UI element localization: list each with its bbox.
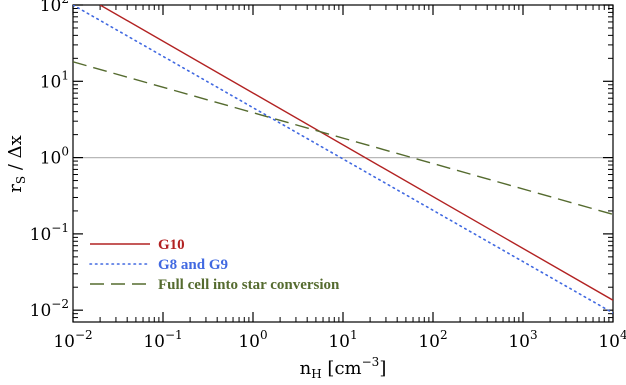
x-tick-label-exp: 3 xyxy=(530,328,538,342)
series-layer xyxy=(73,5,613,314)
x-tick-label-base: 10 xyxy=(53,332,75,352)
y-tick-label-base: 10 xyxy=(40,72,62,92)
x-tick-label-exp: −2 xyxy=(75,328,93,342)
y-tick-label-base: 10 xyxy=(40,0,62,16)
x-tick-label: 100 xyxy=(238,328,267,352)
y-tick-label-exp: −1 xyxy=(51,221,69,235)
x-tick-label-base: 10 xyxy=(418,332,440,352)
y-tick-label-base: 10 xyxy=(30,301,52,321)
x-tick-label: 10−2 xyxy=(53,328,92,352)
x-tick-label-exp: 0 xyxy=(260,328,268,342)
y-tick-label-exp: 0 xyxy=(61,145,69,159)
x-tick-label-base: 10 xyxy=(508,332,530,352)
x-axis-label-base: n xyxy=(300,358,312,379)
x-tick-label: 102 xyxy=(418,328,447,352)
legend: G10 G8 and G9 Full cell into star conversi… xyxy=(89,237,340,293)
y-tick-label: 102 xyxy=(40,0,69,16)
legend-label-1: G10 xyxy=(158,237,185,253)
x-tick-label-base: 10 xyxy=(238,332,260,352)
series-line-1 xyxy=(99,5,613,301)
series-line-3 xyxy=(73,61,613,216)
x-tick-label-exp: −1 xyxy=(165,328,183,342)
x-axis-label: nH [cm−3] xyxy=(300,355,387,381)
y-tick-label-exp: 1 xyxy=(61,68,69,82)
x-tick-label: 10−1 xyxy=(143,328,182,352)
x-axis-label-sub: H xyxy=(311,367,321,381)
y-tick-label: 10−1 xyxy=(30,221,69,245)
series-line-2 xyxy=(73,5,613,314)
x-tick-label: 101 xyxy=(328,328,357,352)
x-tick-labels: 10−2 10−1 100 101 102 103 104 xyxy=(53,328,626,352)
y-axis-label-rest: / Δx xyxy=(5,135,26,176)
y-axis-label-sub: S xyxy=(14,176,28,184)
x-tick-label-base: 10 xyxy=(598,332,620,352)
y-tick-label-base: 10 xyxy=(30,225,52,245)
x-tick-label: 104 xyxy=(598,328,626,352)
x-tick-label-exp: 1 xyxy=(350,328,358,342)
plot-frame xyxy=(72,4,614,323)
legend-label-3: Full cell into star conversion xyxy=(158,277,340,293)
x-tick-label-exp: 4 xyxy=(620,328,626,342)
y-tick-label: 100 xyxy=(40,145,69,169)
major-ticks xyxy=(72,4,614,322)
x-axis-label-unit-close: ] xyxy=(379,358,386,379)
y-axis-label: rS / Δx xyxy=(5,135,28,193)
x-tick-label: 103 xyxy=(508,328,537,352)
y-tick-label-exp: −2 xyxy=(51,297,69,311)
x-tick-label-base: 10 xyxy=(143,332,165,352)
y-tick-label: 10−2 xyxy=(30,297,69,321)
x-tick-label-base: 10 xyxy=(328,332,350,352)
y-tick-label-base: 10 xyxy=(40,149,62,169)
x-tick-label-exp: 2 xyxy=(440,328,448,342)
y-tick-label-exp: 2 xyxy=(61,0,69,6)
legend-label-2: G8 and G9 xyxy=(158,257,228,273)
x-axis-label-unit-open: [cm xyxy=(322,358,362,379)
y-tick-label: 101 xyxy=(40,68,69,92)
x-axis-label-unit-sup: −3 xyxy=(362,355,380,369)
y-axis-label-base: r xyxy=(5,184,26,193)
minor-ticks xyxy=(73,5,613,323)
plot-frame-group xyxy=(72,4,614,323)
